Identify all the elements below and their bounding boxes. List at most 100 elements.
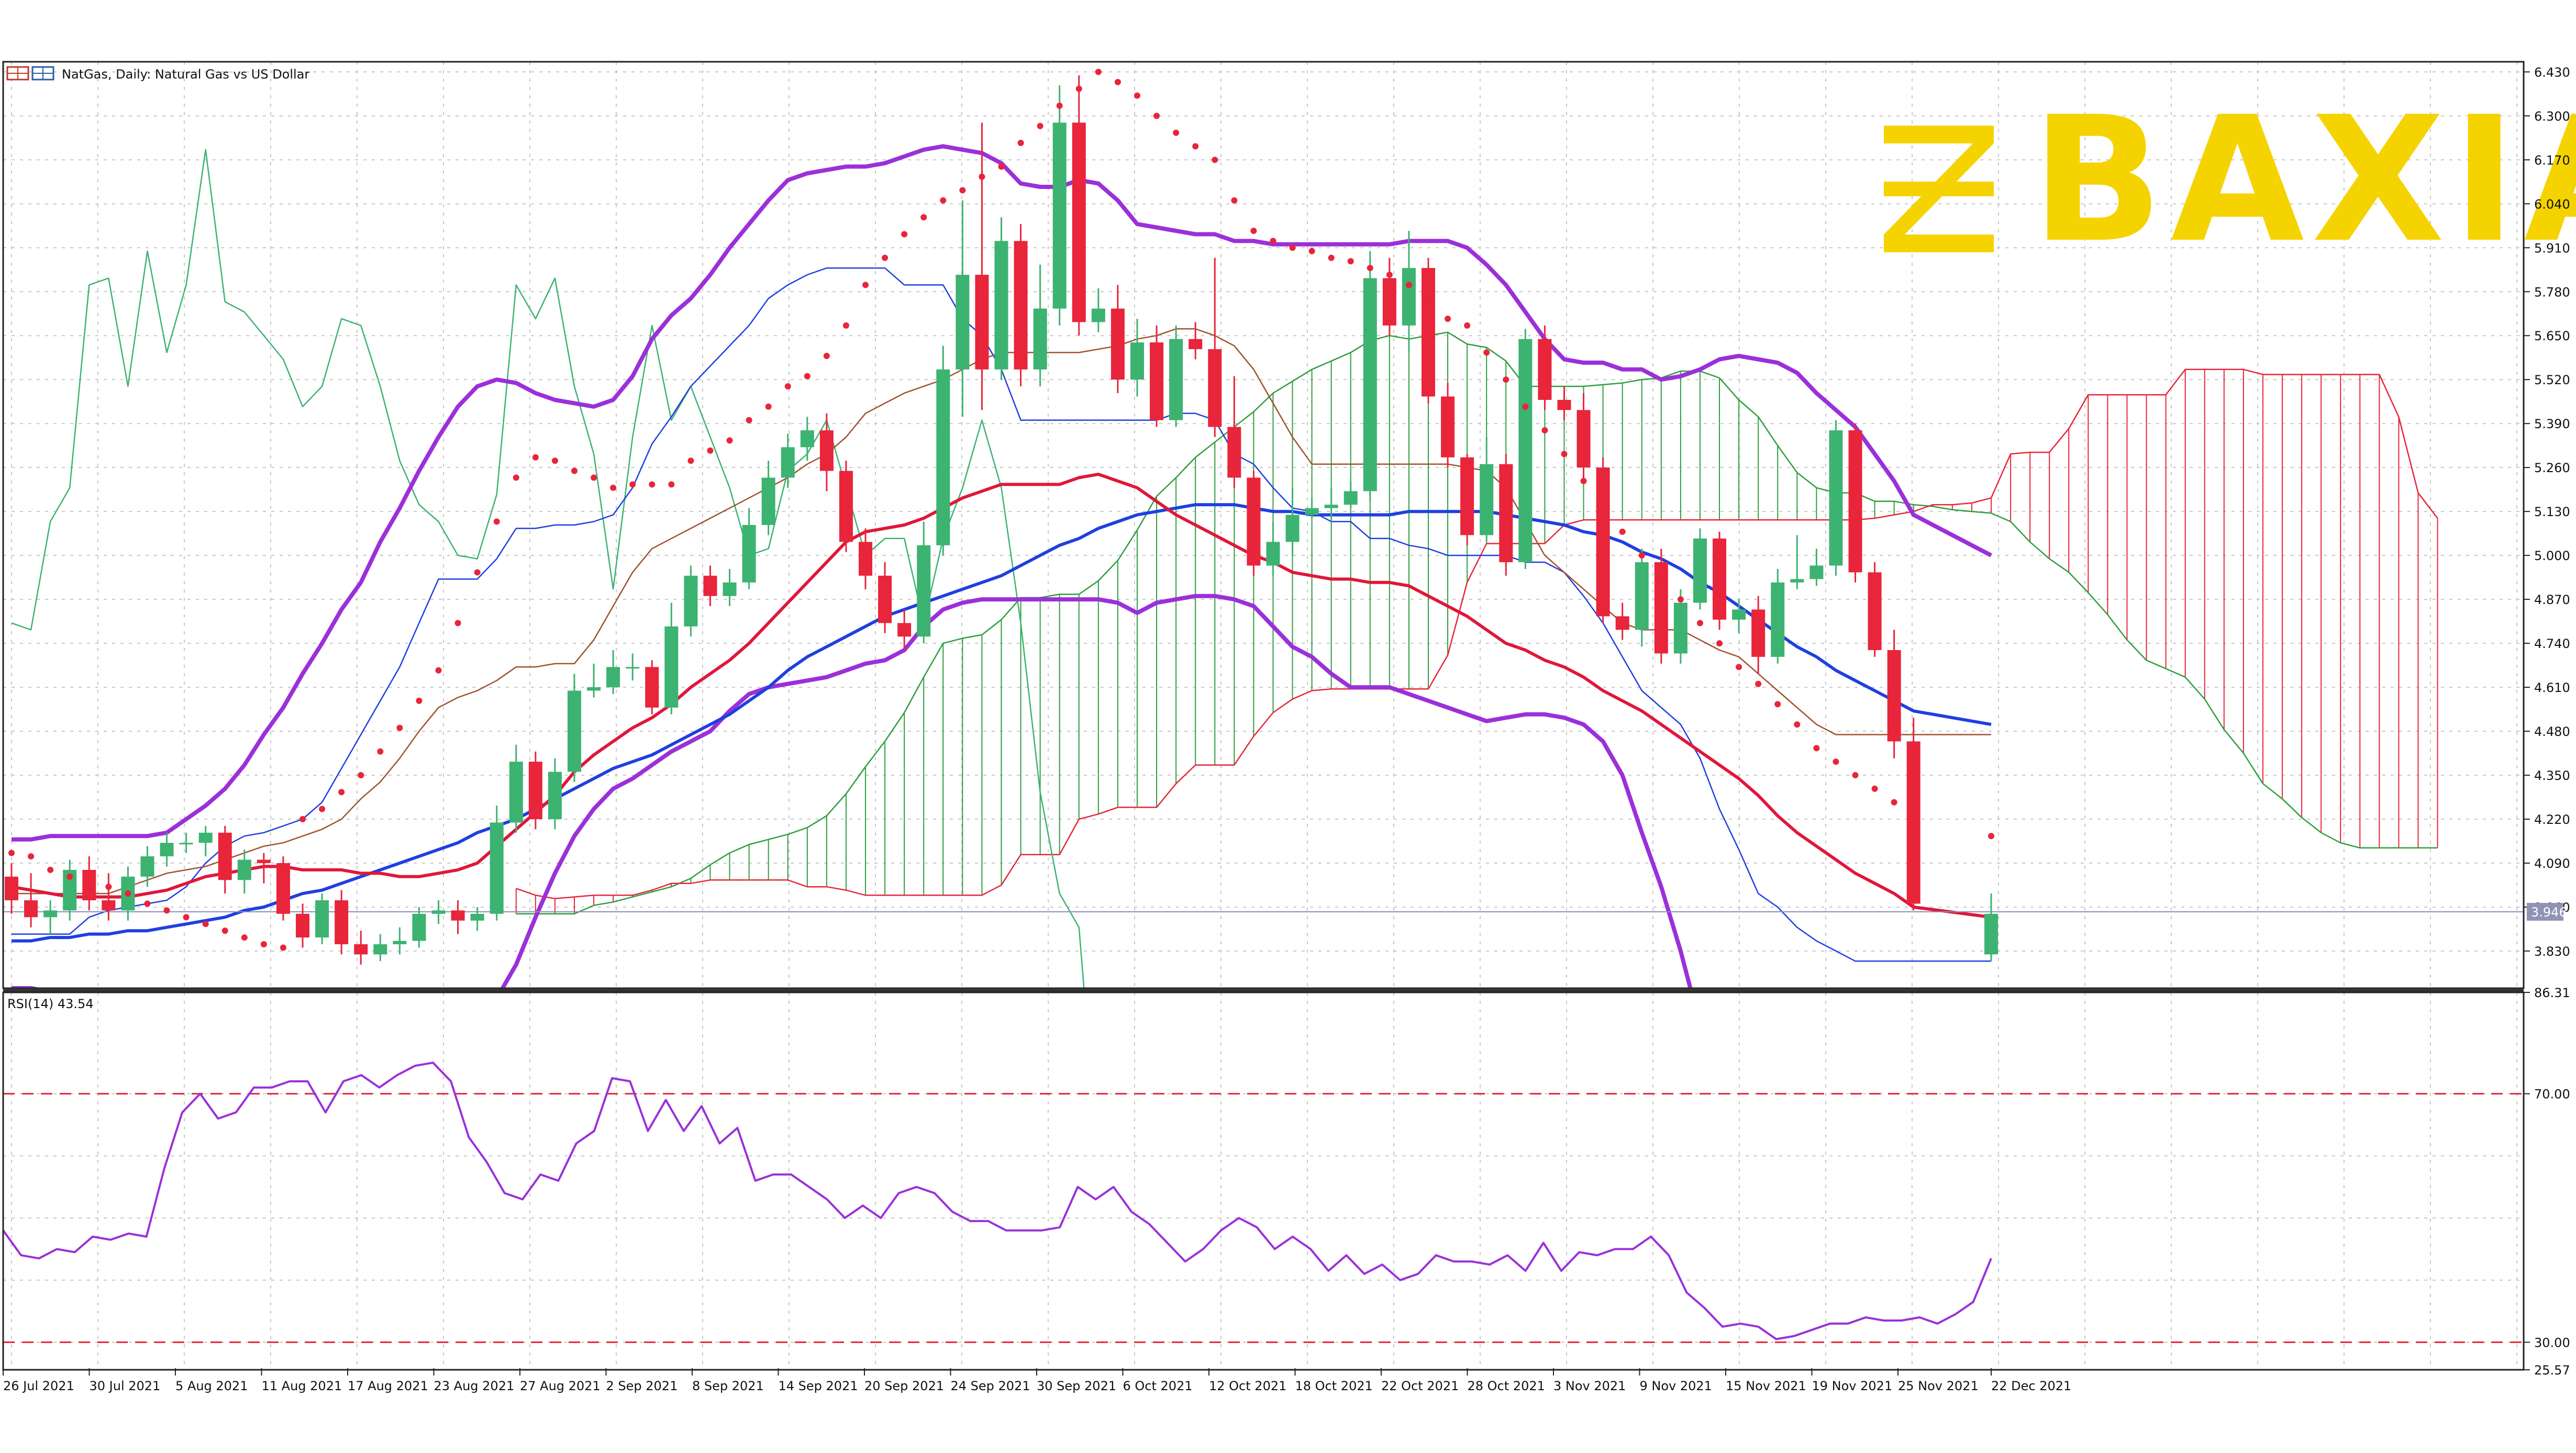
candle-body [567, 690, 581, 772]
psar-dot [474, 569, 481, 576]
candle-body [373, 944, 387, 955]
x-axis-tick-label: 20 Sep 2021 [864, 1379, 944, 1393]
bollinger-lower-line [12, 594, 1693, 988]
candle-body [5, 876, 18, 901]
candle-body [839, 471, 853, 542]
candle-body [1460, 457, 1474, 535]
candle-body [1052, 122, 1067, 309]
candle-body [528, 762, 542, 820]
psar-dot [1677, 596, 1684, 603]
current-price-label: 3.946 [2531, 905, 2567, 920]
y-axis-tick-label: 4.870 [2534, 593, 2570, 607]
candle-body [1538, 339, 1552, 400]
table-grid-icon [6, 66, 29, 81]
candle-body [296, 913, 310, 938]
baxia-logo-mark-icon [1884, 126, 1994, 252]
y-axis-tick-label: 4.610 [2534, 680, 2570, 695]
psar-dot [241, 934, 248, 941]
x-axis-tick-label: 2 Sep 2021 [606, 1379, 678, 1393]
psar-dot [28, 853, 35, 860]
psar-dot [319, 806, 326, 812]
y-axis-tick-label: 5.000 [2534, 549, 2570, 563]
psar-dot [1308, 248, 1315, 254]
candle-body [198, 832, 213, 843]
psar-dot [1289, 244, 1296, 251]
candle-body [1402, 268, 1416, 326]
candle-body [1771, 582, 1785, 657]
psar-dot [1386, 271, 1393, 278]
psar-dot [8, 850, 15, 856]
psar-dot [105, 884, 112, 890]
psar-dot [183, 914, 190, 921]
x-axis-tick-label: 28 Oct 2021 [1468, 1379, 1545, 1393]
candle-body [626, 667, 640, 669]
y-axis-tick-label: 6.300 [2534, 109, 2570, 124]
y-axis-tick-label: 5.130 [2534, 505, 2570, 519]
candle-body [1868, 572, 1882, 651]
rsi-panel-frame [2, 991, 2525, 1371]
psar-dot [959, 187, 966, 194]
psar-dot [377, 748, 384, 755]
candle-body [470, 913, 484, 921]
ichimoku-span-b-line [516, 368, 2438, 900]
candle-body [1441, 396, 1455, 457]
candle-body [819, 430, 834, 471]
candle-body [742, 525, 756, 583]
candle-body [606, 667, 620, 688]
y-axis-tick-label: 5.390 [2534, 417, 2570, 431]
candle-body [1654, 562, 1668, 654]
psar-dot [1037, 122, 1043, 129]
psar-dot [435, 667, 442, 674]
psar-dot [784, 383, 791, 390]
psar-dot [571, 467, 578, 474]
candle-body [160, 843, 174, 857]
candle-body [102, 900, 116, 911]
psar-dot [1250, 227, 1257, 234]
current-price-badge [2527, 903, 2563, 921]
psar-dot [396, 724, 403, 731]
psar-dot [1464, 322, 1471, 329]
chart-title: NatGas, Daily: Natural Gas vs US Dollar [62, 67, 309, 82]
candle-body [1499, 464, 1513, 563]
x-axis-tick-label: 27 Aug 2021 [520, 1379, 601, 1393]
psar-dot [1813, 745, 1820, 752]
psar-dot [358, 772, 364, 779]
psar-dot [1056, 102, 1063, 109]
tenkan-sen-line [12, 267, 1991, 962]
psar-dot [202, 921, 209, 927]
x-axis-tick-label: 23 Aug 2021 [434, 1379, 515, 1393]
psar-dot [1483, 349, 1490, 356]
baxia-logo-text: BAXIA [2031, 80, 2576, 281]
psar-dot [1405, 282, 1412, 288]
candle-body [1829, 430, 1843, 566]
candle-body [257, 859, 271, 863]
psar-dot [1600, 505, 1606, 511]
candle-body [1615, 616, 1629, 630]
y-axis-tick-label: 4.220 [2534, 812, 2570, 827]
y-axis-tick-label: 5.520 [2534, 373, 2570, 387]
psar-dot [1891, 799, 1897, 806]
y-axis-tick-label: 4.350 [2534, 768, 2570, 783]
rsi-plot-layer [3, 1061, 2524, 1343]
candle-body [335, 900, 349, 945]
candle-body [1111, 308, 1125, 380]
candle-body [703, 575, 717, 596]
main-plot-layer [3, 69, 2524, 988]
psar-dot [1833, 758, 1839, 765]
x-axis-tick-label: 5 Aug 2021 [175, 1379, 248, 1393]
candle-body [1906, 741, 1920, 904]
y-axis-tick-label: 4.480 [2534, 724, 2570, 739]
psar-dot [1192, 143, 1199, 150]
psar-dot [86, 877, 93, 884]
candle-body [354, 944, 368, 955]
psar-dot [513, 474, 519, 481]
psar-dot [1425, 298, 1432, 305]
psar-dot [221, 927, 228, 934]
kijun-sen-line [12, 328, 1991, 895]
psar-dot [1580, 478, 1587, 485]
rsi-title: RSI(14) 43.54 [7, 997, 94, 1011]
psar-dot [882, 254, 889, 261]
candle-body [975, 274, 989, 370]
candle-body [956, 274, 970, 370]
psar-dot [299, 816, 306, 823]
